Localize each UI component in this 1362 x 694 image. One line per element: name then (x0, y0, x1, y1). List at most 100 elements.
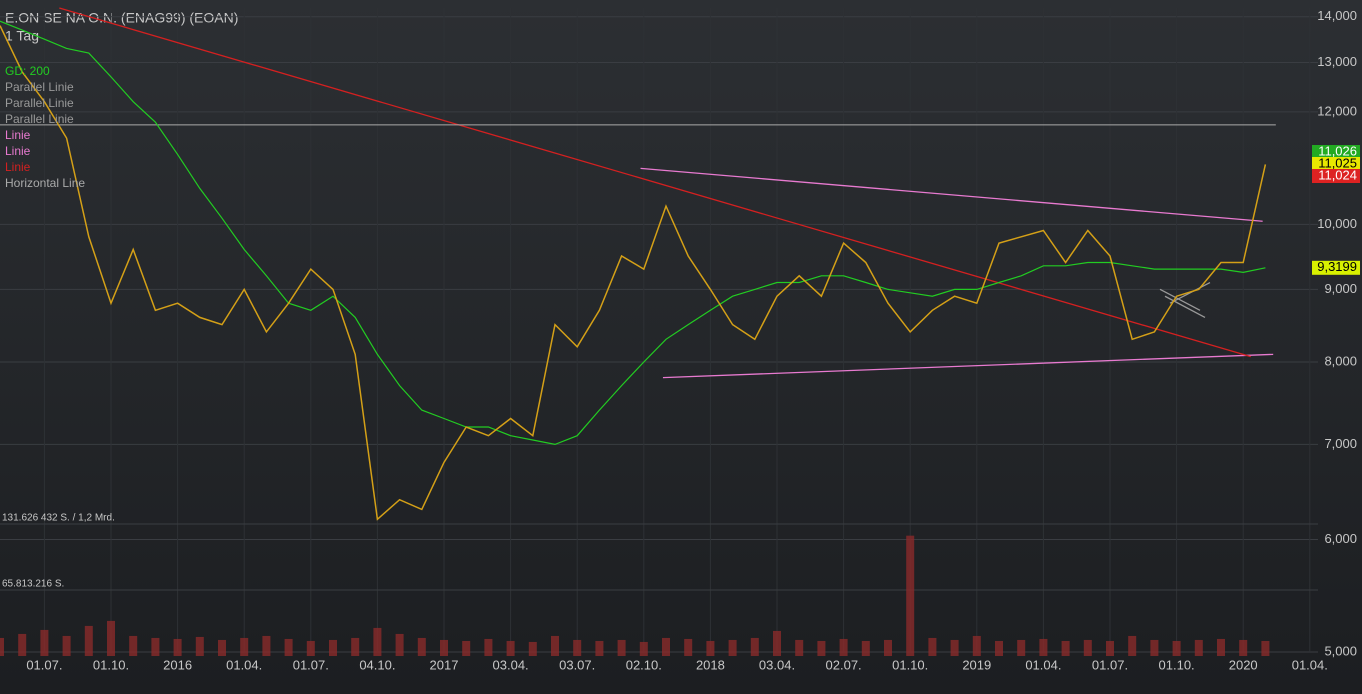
y-tick-label: 8,000 (1324, 353, 1357, 368)
volume-bar (1261, 640, 1270, 656)
volume-bar (950, 639, 959, 656)
x-tick-label: 2019 (962, 657, 991, 672)
volume-bar (351, 637, 360, 656)
volume-bar (40, 629, 49, 656)
volume-bar (417, 637, 426, 656)
volume-bar (773, 630, 781, 656)
x-tick-label: 03.04. (759, 657, 795, 672)
volume-bar (1172, 640, 1181, 656)
volume-tick-label: 65.813.216 S. (2, 579, 64, 590)
x-tick-label: 01.10. (1159, 657, 1195, 672)
volume-tick-label: 131.626 432 S. / 1,2 Mrd. (2, 513, 115, 524)
volume-bar (1039, 638, 1048, 656)
volume-bar (817, 640, 826, 656)
volume-bar (284, 638, 293, 656)
series-line (0, 20, 1266, 446)
volume-bar (84, 625, 93, 656)
volume-bar (684, 638, 693, 656)
volume-bar (884, 639, 892, 656)
volume-bar (1106, 640, 1114, 656)
volume-bar (995, 640, 1003, 656)
price-label-box (1312, 260, 1360, 275)
drawing-line (1164, 295, 1206, 318)
legend-entry: Linie (5, 128, 31, 142)
legend-entry: Horizontal Line (5, 176, 85, 190)
x-tick-label: 03.07. (559, 657, 595, 672)
y-tick-label: 5,000 (1324, 643, 1357, 658)
volume-bar (906, 535, 915, 656)
x-tick-label: 01.10. (892, 657, 928, 672)
chart-subtitle: 1 Tag (5, 28, 39, 44)
volume-bar (861, 640, 870, 656)
volume-bar (1217, 638, 1225, 656)
x-tick-label: 02.07. (826, 657, 862, 672)
volume-bar (306, 640, 315, 656)
price-label-box (1312, 145, 1360, 159)
volume-bar (551, 635, 559, 656)
y-tick-label: 6,000 (1324, 531, 1357, 546)
y-tick-label: 12,000 (1317, 103, 1357, 118)
drawing-line (640, 167, 1263, 222)
volume-bar (107, 620, 115, 656)
volume-bar (1083, 639, 1092, 656)
x-tick-label: 01.07. (1092, 657, 1128, 672)
volume-bar (728, 639, 737, 656)
volume-bar (573, 639, 582, 656)
volume-bar (839, 638, 848, 656)
price-label-box (1312, 157, 1360, 171)
x-tick-label: 01.10. (93, 657, 129, 672)
x-tick-label: 2018 (696, 657, 725, 672)
volume-bar (129, 635, 138, 656)
volume-bar (1150, 639, 1159, 656)
x-tick-label: 02.10. (626, 657, 662, 672)
price-label-box (1312, 169, 1360, 183)
volume-bar (440, 639, 448, 656)
volume-bar (1128, 635, 1137, 656)
y-tick-label: 14,000 (1317, 8, 1357, 23)
volume-bar (1017, 639, 1026, 656)
legend-entry: Parallel Linie (5, 80, 74, 94)
volume-bar (617, 639, 626, 656)
volume-bar (706, 640, 715, 656)
volume-bar (195, 636, 204, 656)
price-label: 11,026 (1318, 143, 1357, 158)
volume-bar (750, 637, 759, 656)
volume-bar (639, 641, 648, 656)
legend: GD: 200 Parallel Linie Parallel Linie Paral… (5, 64, 85, 190)
drawing-line (1159, 288, 1201, 311)
y-tick-label: 9,000 (1324, 281, 1357, 296)
x-tick-label: 2017 (430, 657, 459, 672)
volume-bar (462, 640, 471, 656)
volume-bar (972, 635, 981, 656)
volume-bar (484, 638, 493, 656)
volume-bar (395, 633, 404, 656)
x-tick-label: 2020 (1229, 657, 1258, 672)
x-tick-label: 01.04. (1292, 657, 1328, 672)
volume-bar (1061, 640, 1070, 656)
volume-bar (173, 638, 182, 656)
volume-bar (373, 627, 382, 656)
x-tick-label: 04.10. (359, 657, 395, 672)
drawing-line (662, 353, 1274, 379)
volume-bar (506, 640, 515, 656)
x-tick-label: 01.04. (226, 657, 262, 672)
volume-bar (240, 637, 249, 656)
y-tick-label: 13,000 (1317, 54, 1357, 69)
volume-bar (528, 641, 537, 656)
series-line (0, 25, 1267, 521)
x-tick-label: 01.07. (26, 657, 62, 672)
volume-bar (595, 640, 604, 656)
price-label: 9,3199 (1317, 259, 1357, 274)
volume-bar (928, 637, 937, 656)
volume-bar (1194, 639, 1203, 656)
volume-bar (151, 637, 160, 656)
price-label: 11,024 (1318, 167, 1357, 182)
x-tick-label: 01.07. (293, 657, 329, 672)
legend-entry: GD: 200 (5, 64, 50, 78)
legend-entry: Parallel Linie (5, 112, 74, 126)
volume-bar (262, 635, 271, 656)
x-tick-label: 2016 (163, 657, 192, 672)
volume-bar (662, 637, 670, 656)
